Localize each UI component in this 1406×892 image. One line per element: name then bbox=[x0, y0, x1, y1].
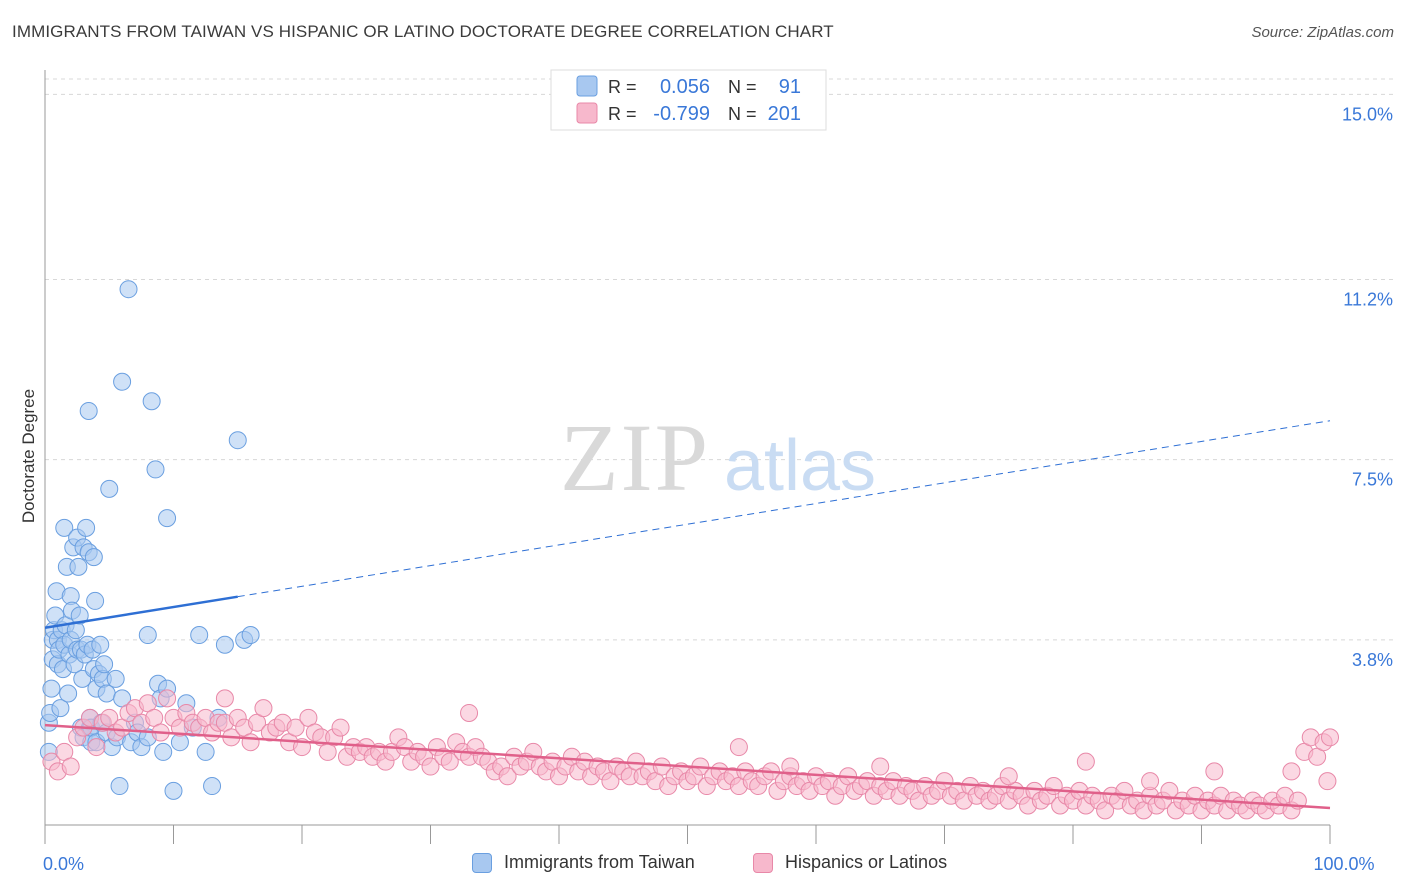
legend-item-hispanic[interactable]: Hispanics or Latinos bbox=[753, 852, 947, 873]
taiwan-point bbox=[86, 591, 105, 610]
x-tick-label: 100.0% bbox=[1313, 854, 1374, 874]
watermark-zip: ZIP bbox=[560, 404, 710, 511]
legend-blue-n-value: 91 bbox=[779, 76, 801, 98]
hispanic-point bbox=[498, 767, 517, 786]
x-tick-label: 0.0% bbox=[43, 854, 84, 874]
watermark-atlas: atlas bbox=[724, 426, 876, 506]
hispanic-point bbox=[254, 699, 273, 718]
taiwan-point bbox=[79, 401, 98, 420]
legend-pink-n-label: N = bbox=[728, 104, 757, 124]
hispanic-point bbox=[781, 757, 800, 776]
axes-layer bbox=[44, 70, 1331, 844]
legend-taiwan-label: Immigrants from Taiwan bbox=[504, 852, 695, 872]
taiwan-point bbox=[70, 606, 89, 625]
taiwan-point bbox=[73, 669, 92, 688]
taiwan-point bbox=[228, 431, 247, 450]
legend-blue-swatch bbox=[576, 75, 598, 97]
hispanic-point bbox=[999, 767, 1018, 786]
legend-top: R = 0.056 N = 91 R = -0.799 N = 201 bbox=[550, 69, 827, 131]
legend-taiwan-swatch bbox=[472, 852, 492, 873]
y-tick-label: 7.5% bbox=[1352, 470, 1393, 490]
taiwan-point bbox=[203, 777, 222, 796]
hispanic-point bbox=[215, 689, 234, 708]
hispanic-point bbox=[1282, 762, 1301, 781]
points-layer bbox=[39, 280, 1339, 820]
label-layer: 15.0% 11.2% 7.5% 3.8% 0.0% 100.0% bbox=[43, 104, 1393, 874]
legend-blue-r-label: R = bbox=[608, 77, 637, 97]
taiwan-point bbox=[91, 635, 110, 654]
hispanic-point bbox=[460, 703, 479, 722]
legend-blue-n-label: N = bbox=[728, 77, 757, 97]
taiwan-point bbox=[119, 280, 138, 299]
taiwan-point bbox=[190, 626, 209, 645]
hispanic-point bbox=[729, 738, 748, 757]
taiwan-point bbox=[77, 518, 96, 537]
legend-bottom: Immigrants from Taiwan Hispanics or Lati… bbox=[0, 852, 1406, 878]
hispanic-point bbox=[286, 718, 305, 737]
legend-item-taiwan[interactable]: Immigrants from Taiwan bbox=[472, 852, 695, 873]
taiwan-point bbox=[42, 679, 61, 698]
taiwan-trend-solid bbox=[44, 595, 238, 629]
hispanic-point bbox=[241, 733, 260, 752]
taiwan-point bbox=[95, 655, 114, 674]
taiwan-point bbox=[113, 372, 132, 391]
legend-pink-swatch bbox=[576, 102, 598, 124]
taiwan-point bbox=[196, 742, 215, 761]
grid-layer bbox=[45, 78, 1395, 641]
taiwan-point bbox=[100, 479, 119, 498]
taiwan-point bbox=[69, 557, 88, 576]
hispanic-point bbox=[421, 757, 440, 776]
chart-title: IMMIGRANTS FROM TAIWAN VS HISPANIC OR LA… bbox=[12, 22, 834, 41]
legend-pink-r-label: R = bbox=[608, 104, 637, 124]
y-axis-label: Doctorate Degree bbox=[19, 389, 38, 523]
taiwan-point bbox=[154, 742, 173, 761]
hispanic-point bbox=[331, 718, 350, 737]
hispanic-point bbox=[87, 738, 106, 757]
taiwan-point bbox=[146, 460, 165, 479]
taiwan-point bbox=[55, 518, 74, 537]
taiwan-point bbox=[164, 781, 183, 800]
taiwan-point bbox=[106, 669, 125, 688]
taiwan-point bbox=[97, 684, 116, 703]
hispanic-point bbox=[871, 757, 890, 776]
hispanic-point bbox=[440, 752, 459, 771]
legend-hispanic-swatch bbox=[753, 852, 773, 873]
taiwan-point bbox=[51, 699, 70, 718]
hispanic-point bbox=[1321, 728, 1339, 747]
hispanic-point bbox=[1160, 781, 1179, 800]
taiwan-trend-dashed bbox=[237, 420, 1331, 598]
hispanic-point bbox=[1205, 762, 1224, 781]
taiwan-point bbox=[138, 626, 157, 645]
legend-pink-r-value: -0.799 bbox=[653, 103, 710, 125]
y-tick-label: 3.8% bbox=[1352, 650, 1393, 670]
taiwan-point bbox=[84, 548, 103, 567]
hispanic-trend-line bbox=[44, 723, 1331, 810]
taiwan-point bbox=[110, 777, 129, 796]
taiwan-point bbox=[215, 635, 234, 654]
y-tick-label: 11.2% bbox=[1343, 289, 1393, 309]
taiwan-point bbox=[158, 509, 177, 528]
legend-hispanic-label: Hispanics or Latinos bbox=[785, 852, 948, 872]
legend-pink-n-value: 201 bbox=[768, 103, 801, 125]
hispanic-point bbox=[158, 689, 177, 708]
source-label: Source: ZipAtlas.com bbox=[1251, 24, 1394, 41]
hispanic-point bbox=[1076, 752, 1095, 771]
hispanic-point bbox=[61, 757, 80, 776]
legend-blue-r-value: 0.056 bbox=[660, 76, 710, 98]
y-tick-label: 15.0% bbox=[1342, 104, 1393, 124]
watermark: ZIP atlas bbox=[560, 404, 876, 511]
taiwan-point bbox=[241, 626, 260, 645]
taiwan-point bbox=[59, 684, 78, 703]
trend-layer bbox=[44, 420, 1331, 810]
hispanic-point bbox=[1141, 772, 1160, 791]
taiwan-point bbox=[142, 392, 161, 411]
hispanic-point bbox=[1318, 772, 1337, 791]
